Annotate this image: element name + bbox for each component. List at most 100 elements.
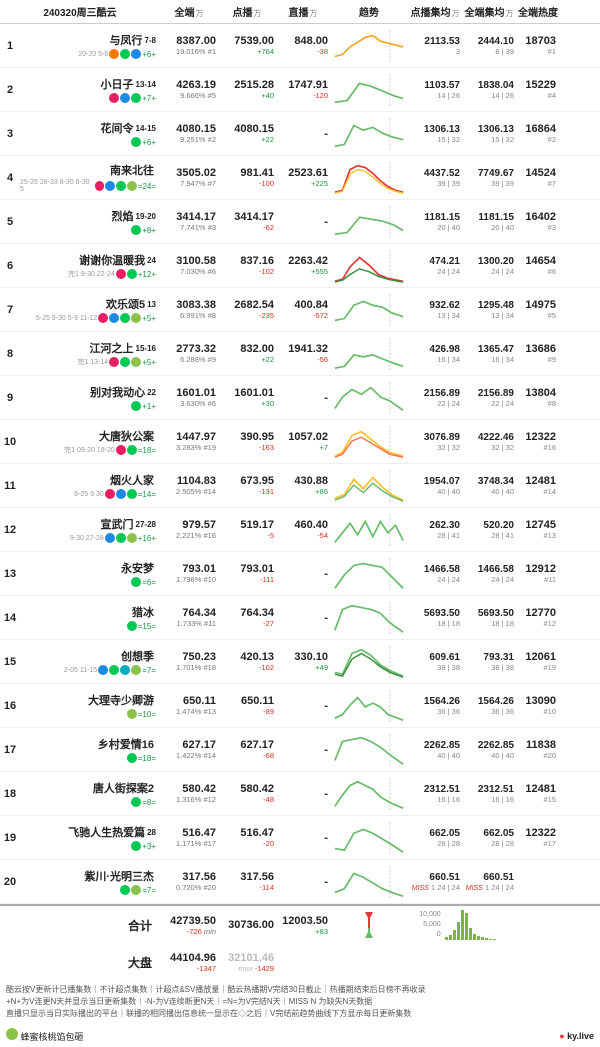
stat-all: 1601.013.630% #6 — [160, 387, 218, 408]
heat: 16864#2 — [516, 123, 560, 144]
title-cell: 紫川·光明三杰 =7= — [20, 868, 160, 895]
agg-all: 2312.5116 | 16 — [462, 784, 516, 804]
title-cell: 乡村爱情16 =18= — [20, 736, 160, 763]
stat-all: 4263.199.666% #5 — [160, 79, 218, 100]
stat-live: 848.00-38 — [276, 35, 330, 56]
trend-spark — [330, 246, 408, 286]
table-row: 12 宣武门27-28 9-30 27-28+16+ 979.572.221% … — [0, 508, 600, 552]
agg-all: 1300.2024 | 24 — [462, 256, 516, 276]
agg-all: 1365.4716 | 34 — [462, 344, 516, 364]
stat-all: 650.111.474% #13 — [160, 695, 218, 716]
rank: 3 — [0, 128, 20, 140]
heat: 16402#3 — [516, 211, 560, 232]
stat-all: 3083.386.991% #8 — [160, 299, 218, 320]
table-header: 240320周三酷云 全端万 点播万 直播万 趋势 点播集均万 全端集均万 全端… — [0, 0, 600, 24]
table-row: 10 大唐狄公案 完1 09-20 18-20=18= 1447.973.283… — [0, 420, 600, 464]
table-row: 2 小日子13-14 +7+ 4263.199.666% #5 2515.28+… — [0, 68, 600, 112]
stat-all: 4080.159.251% #2 — [160, 123, 218, 144]
table-body: 1 与凤行7-8 20-20 5-6+6+ 8387.0019.016% #1 … — [0, 24, 600, 904]
stat-vod: 519.17-5 — [218, 519, 276, 540]
title-cell: 欢乐颂513 5-25 9-30 5-9 11-12+5+ — [20, 296, 160, 323]
agg-vod: 2262.8540 | 40 — [408, 740, 462, 760]
trend-spark — [330, 862, 408, 902]
trend-spark — [330, 290, 408, 330]
title-cell: 宣武门27-28 9-30 27-28+16+ — [20, 516, 160, 543]
stat-live: - — [276, 612, 330, 624]
trend-spark — [330, 730, 408, 770]
agg-all: 4222.4632 | 32 — [462, 432, 516, 452]
grand-c1: 44104.96 -1347 — [160, 952, 218, 973]
rank: 19 — [0, 832, 20, 844]
table-row: 1 与凤行7-8 20-20 5-6+6+ 8387.0019.016% #1 … — [0, 24, 600, 68]
agg-vod: 1564.2636 | 36 — [408, 696, 462, 716]
trend-spark — [330, 818, 408, 858]
trend-spark — [330, 26, 408, 66]
table-row: 5 烈焰19-20 +8+ 3414.177.741% #3 3414.17-6… — [0, 200, 600, 244]
col-vod: 点播万 — [218, 4, 276, 19]
heat: 12481#14 — [516, 475, 560, 496]
sum-c3: 12003.50 +83 — [276, 915, 330, 936]
trend-spark — [330, 422, 408, 462]
agg-all: 3748.3440 | 40 — [462, 476, 516, 496]
table-row: 18 唐人街探案2 =8= 580.421.316% #12 580.42-48… — [0, 772, 600, 816]
agg-all: 1564.2636 | 36 — [462, 696, 516, 716]
agg-vod: 2156.8922 | 24 — [408, 388, 462, 408]
trend-spark — [330, 554, 408, 594]
stat-all: 516.471.171% #17 — [160, 827, 218, 848]
stat-vod: 650.11-89 — [218, 695, 276, 716]
agg-all: 5693.5018 | 18 — [462, 608, 516, 628]
heat: 12322#16 — [516, 431, 560, 452]
trend-spark — [330, 70, 408, 110]
trend-spark — [330, 510, 408, 550]
rank: 9 — [0, 392, 20, 404]
agg-all: 2156.8922 | 24 — [462, 388, 516, 408]
title-cell: 永安梦 =6= — [20, 560, 160, 587]
title-cell: 创想季 2-05 11-15=7= — [20, 648, 160, 675]
heat: 14975#5 — [516, 299, 560, 320]
stat-vod: 627.17-68 — [218, 739, 276, 760]
agg-vod: 4437.5239 | 39 — [408, 168, 462, 188]
table-row: 15 创想季 2-05 11-15=7= 750.231.701% #18 42… — [0, 640, 600, 684]
trend-spark — [330, 202, 408, 242]
col-vodavg: 点播集均万 — [408, 4, 462, 19]
title-cell: 烟火人家 6-25 9 30=14= — [20, 472, 160, 499]
col-live: 直播万 — [276, 4, 330, 19]
stat-live: - — [276, 788, 330, 800]
agg-all: 793.3138 | 38 — [462, 652, 516, 672]
stat-all: 979.572.221% #16 — [160, 519, 218, 540]
sum-bars: 10,0005,0000 — [408, 910, 516, 940]
agg-vod: 609.6138 | 38 — [408, 652, 462, 672]
stat-all: 1104.832.505% #14 — [160, 475, 218, 496]
heat: 14654#6 — [516, 255, 560, 276]
title-cell: 猎冰 =15= — [20, 604, 160, 631]
stat-vod: 317.56-114 — [218, 871, 276, 892]
stat-vod: 2682.54-235 — [218, 299, 276, 320]
stat-all: 793.011.798% #10 — [160, 563, 218, 584]
legend-icon — [330, 910, 408, 940]
agg-all: 2444.108 | 39 — [462, 36, 516, 56]
title-cell: 花间令14-15 +6+ — [20, 120, 160, 147]
heat: 11838#20 — [516, 739, 560, 760]
rank: 17 — [0, 744, 20, 756]
agg-all: 1181.1520 | 40 — [462, 212, 516, 232]
stat-all: 3505.027.947% #7 — [160, 167, 218, 188]
agg-vod: 262.3028 | 41 — [408, 520, 462, 540]
rank: 4 — [0, 172, 20, 184]
agg-all: 520.2028 | 41 — [462, 520, 516, 540]
grand-c2: 32101.46 max -1429 — [218, 952, 276, 973]
rank: 8 — [0, 348, 20, 360]
heat: 13804#8 — [516, 387, 560, 408]
trend-spark — [330, 598, 408, 638]
title-cell: 别对我动心22 +1+ — [20, 384, 160, 411]
stat-all: 750.231.701% #18 — [160, 651, 218, 672]
table-row: 13 永安梦 =6= 793.011.798% #10 793.01-111 -… — [0, 552, 600, 596]
stat-live: - — [276, 744, 330, 756]
stat-live: 460.40-54 — [276, 519, 330, 540]
stat-vod: 4080.15+22 — [218, 123, 276, 144]
stat-live: 430.88+86 — [276, 475, 330, 496]
stat-vod: 420.13-102 — [218, 651, 276, 672]
agg-all: 662.0528 | 28 — [462, 828, 516, 848]
agg-all: 660.51MISS 1 24 | 24 — [462, 872, 516, 892]
heat: 12745#13 — [516, 519, 560, 540]
rank: 6 — [0, 260, 20, 272]
